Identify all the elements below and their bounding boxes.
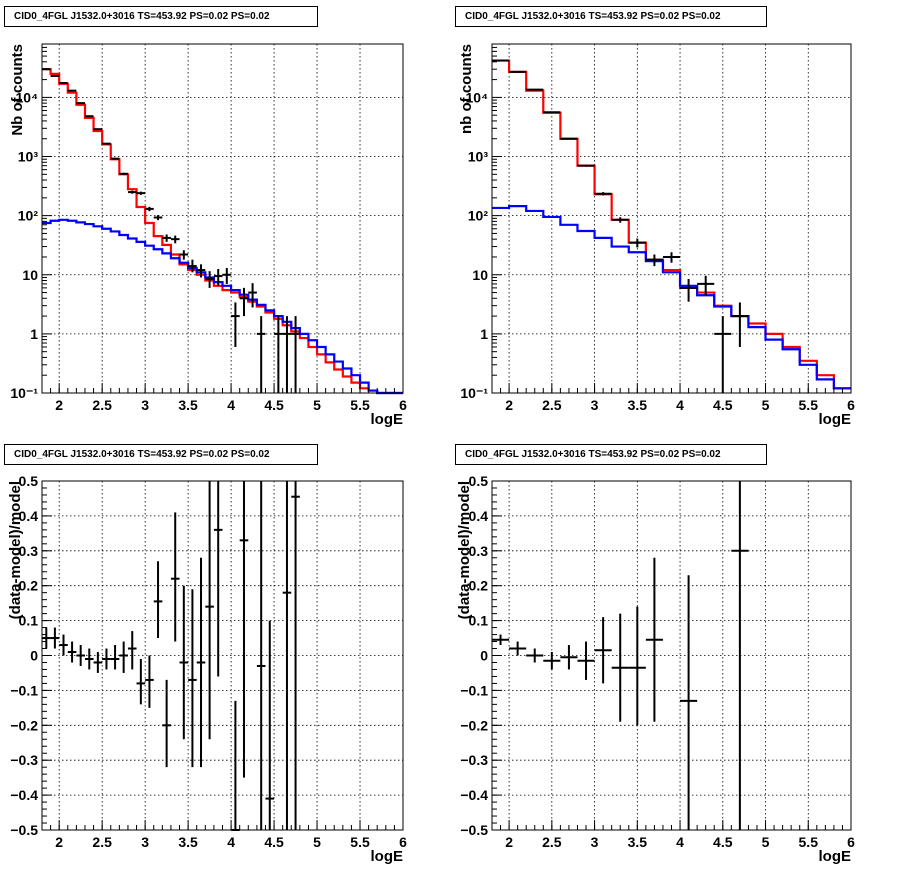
y-axis-label: Nb of counts	[9, 44, 26, 136]
chart-title: CID0_4FGL J1532.0+3016 TS=453.92 PS=0.02…	[4, 444, 318, 465]
histogram-series-line	[42, 68, 403, 395]
y-tick-label: 0	[30, 648, 38, 664]
y-tick-label: 0.4	[19, 508, 39, 524]
y-tick-label: 10³	[468, 149, 489, 165]
histogram-series-line	[492, 59, 851, 390]
histogram-series-line	[492, 204, 851, 390]
y-tick-label: 10⁴	[16, 89, 39, 105]
y-tick-label: −0.2	[460, 717, 488, 733]
y-tick-label: −0.2	[10, 717, 38, 733]
x-axis-label: logE	[371, 848, 404, 865]
y-tick-label: 0.1	[469, 613, 489, 629]
x-tick-label: 4	[227, 834, 235, 850]
x-tick-label: 4	[676, 397, 684, 413]
y-tick-label: −0.1	[10, 682, 38, 698]
y-tick-label: −0.1	[460, 682, 488, 698]
chart-pad-bottom-right: 2 2.5 3 3.5 4 4.5 5 5.5 6 −0.5 −0.4 −0.3 −0.2 −0.1 0 0.…	[449, 438, 898, 875]
x-tick-label: 3.5	[628, 834, 648, 850]
x-tick-label: 2	[505, 834, 513, 850]
x-tick-label: 5.5	[350, 397, 370, 413]
x-tick-label: 5.5	[799, 834, 819, 850]
x-tick-label: 4.5	[713, 397, 733, 413]
y-tick-label: 0.2	[469, 578, 489, 594]
histogram-series-line	[42, 218, 403, 395]
y-tick-label: 10³	[18, 149, 39, 165]
y-tick-label: 0.5	[469, 473, 489, 489]
x-tick-label: 4	[676, 834, 684, 850]
x-tick-label: 6	[847, 834, 855, 850]
y-tick-label: −0.4	[460, 787, 488, 803]
chart-pad-top-left: 2 2.5 3 3.5 4 4.5 5 5.5 6 10⁻¹ 1 10 10² 10³ 10⁴ logE Nb …	[0, 0, 449, 438]
plot-frame	[491, 43, 852, 394]
x-tick-label: 4.5	[264, 397, 284, 413]
y-tick-label: 0.2	[19, 578, 39, 594]
x-tick-label: 4.5	[264, 834, 284, 850]
x-axis-label: logE	[819, 848, 852, 865]
x-tick-label: 5	[762, 834, 770, 850]
y-axis-label: (data-model)/model	[456, 481, 473, 619]
residuals-plot-bottom-right: 2 2.5 3 3.5 4 4.5 5 5.5 6 −0.5 −0.4 −0.3 −0.2 −0.1 0 0.…	[456, 473, 855, 865]
x-tick-label: 2	[505, 397, 513, 413]
y-tick-label: −0.3	[10, 752, 38, 768]
x-tick-label: 3	[141, 834, 149, 850]
x-tick-label: 6	[399, 834, 407, 850]
y-tick-label: 0	[480, 648, 488, 664]
y-tick-label: 10²	[468, 208, 489, 224]
x-tick-label: 2.5	[92, 397, 112, 413]
x-tick-label: 2.5	[542, 834, 562, 850]
x-tick-label: 2	[55, 397, 63, 413]
x-tick-label: 5.5	[799, 397, 819, 413]
x-tick-label: 4.5	[713, 834, 733, 850]
y-tick-label: 10⁻¹	[10, 385, 38, 401]
x-axis-label: logE	[819, 411, 852, 428]
y-tick-label: 10	[472, 267, 488, 283]
x-tick-label: 3.5	[178, 834, 198, 850]
chart-pad-top-right: 2 2.5 3 3.5 4 4.5 5 5.5 6 10⁻¹ 1 10 10² 10³ 10⁴ logE nb …	[449, 0, 898, 438]
x-tick-label: 2.5	[92, 834, 112, 850]
y-tick-label: 0.4	[469, 508, 489, 524]
x-tick-label: 3	[591, 397, 599, 413]
x-tick-label: 2.5	[542, 397, 562, 413]
y-tick-label: 10⁴	[466, 89, 489, 105]
x-tick-label: 5	[762, 397, 770, 413]
y-axis-label: (data-model)/model	[7, 481, 24, 619]
x-tick-label: 3.5	[628, 397, 648, 413]
y-tick-label: −0.4	[10, 787, 38, 803]
y-axis-label: nb of counts	[458, 44, 475, 134]
chart-title: CID0_4FGL J1532.0+3016 TS=453.92 PS=0.02…	[455, 6, 767, 27]
y-tick-label: 0.3	[19, 543, 39, 559]
counts-histogram-top-left: 2 2.5 3 3.5 4 4.5 5 5.5 6 10⁻¹ 1 10 10² 10³ 10⁴ logE Nb …	[9, 43, 407, 428]
x-tick-label: 4	[227, 397, 235, 413]
y-tick-label: 0.5	[19, 473, 39, 489]
y-tick-label: 0.1	[19, 613, 39, 629]
x-tick-label: 5	[313, 834, 321, 850]
x-tick-label: 3.5	[178, 397, 198, 413]
y-tick-label: 10⁻¹	[460, 385, 488, 401]
y-tick-label: 0.3	[469, 543, 489, 559]
y-tick-label: 10²	[18, 208, 39, 224]
x-tick-label: 2	[55, 834, 63, 850]
chart-title: CID0_4FGL J1532.0+3016 TS=453.92 PS=0.02…	[4, 6, 318, 27]
y-tick-label: −0.3	[460, 752, 488, 768]
x-axis-label: logE	[371, 411, 404, 428]
x-tick-label: 6	[847, 397, 855, 413]
chart-title: CID0_4FGL J1532.0+3016 TS=453.92 PS=0.02…	[455, 444, 767, 465]
residuals-plot-bottom-left: 2 2.5 3 3.5 4 4.5 5 5.5 6 −0.5 −0.4 −0.3 −0.2 −0.1 0 0.…	[7, 473, 407, 865]
y-tick-label: −0.5	[460, 822, 488, 838]
counts-histogram-top-right: 2 2.5 3 3.5 4 4.5 5 5.5 6 10⁻¹ 1 10 10² 10³ 10⁴ logE nb …	[458, 43, 855, 428]
y-tick-label: 10	[22, 267, 38, 283]
x-tick-label: 3	[591, 834, 599, 850]
x-tick-label: 3	[141, 397, 149, 413]
y-tick-label: 1	[480, 326, 488, 342]
chart-pad-bottom-left: 2 2.5 3 3.5 4 4.5 5 5.5 6 −0.5 −0.4 −0.3 −0.2 −0.1 0 0.…	[0, 438, 449, 875]
x-tick-label: 5	[313, 397, 321, 413]
x-tick-label: 6	[399, 397, 407, 413]
x-tick-label: 5.5	[350, 834, 370, 850]
plot-frame	[41, 43, 404, 394]
y-tick-label: −0.5	[10, 822, 38, 838]
y-tick-label: 1	[30, 326, 38, 342]
